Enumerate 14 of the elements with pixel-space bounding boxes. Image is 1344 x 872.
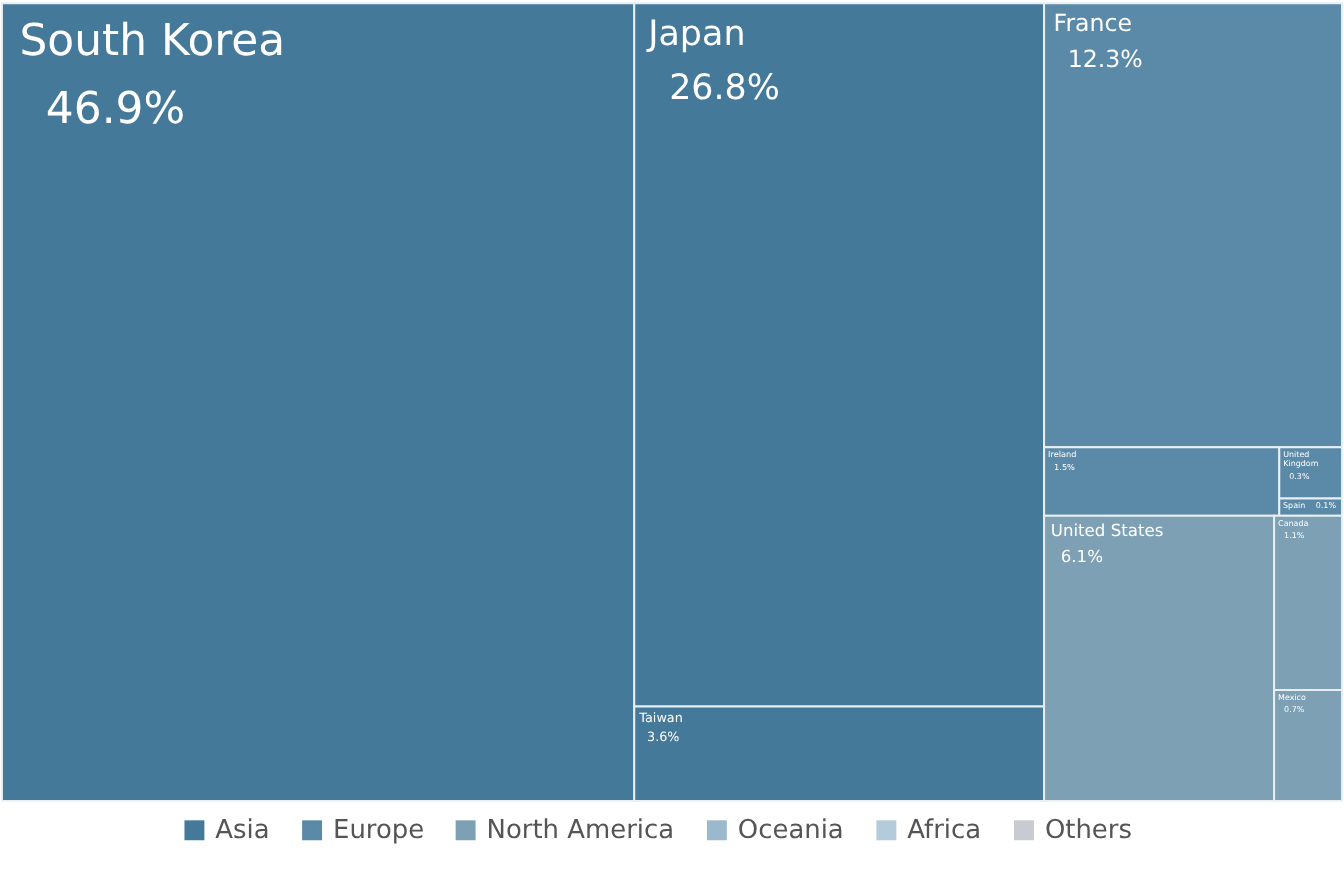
series-label: Asia — [215, 816, 270, 847]
data-label: 26.8% — [669, 69, 780, 110]
category-label: South Korea — [19, 16, 286, 67]
data-label: 12.3% — [1067, 45, 1143, 74]
legend-label: Africa — [907, 816, 982, 847]
legend-label: Oceania — [737, 816, 844, 847]
legend-label: Europe — [333, 816, 425, 847]
legend-label: North America — [486, 816, 675, 847]
data-label: 46.9% — [45, 84, 186, 135]
category-label: France — [1053, 8, 1132, 37]
data-label: 6.1% — [1060, 546, 1104, 567]
legend-label: Others — [1044, 816, 1133, 847]
category-label: United States — [1050, 520, 1164, 541]
category-label: Japan — [646, 15, 746, 56]
